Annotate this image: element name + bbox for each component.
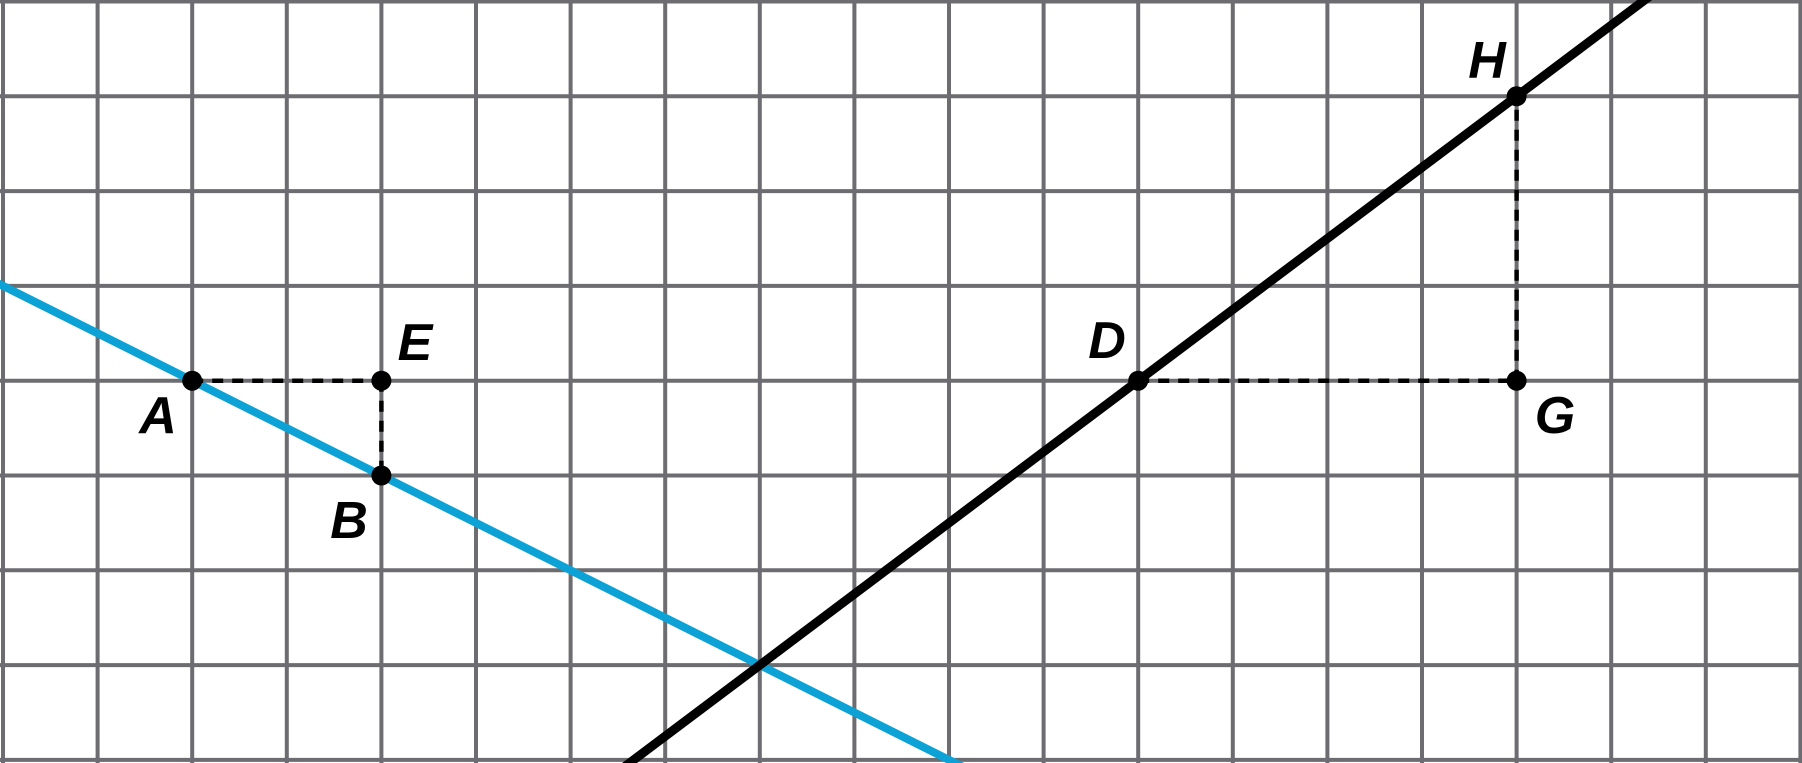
point-label-B: B (330, 492, 368, 550)
point-label-G: G (1535, 387, 1575, 445)
point-dot-D (1128, 370, 1149, 391)
point-label-A: A (137, 387, 177, 445)
point-label-E: E (398, 314, 434, 372)
point-label-D: D (1088, 312, 1126, 370)
point-dot-A (182, 370, 203, 391)
point-dot-E (371, 370, 392, 391)
point-label-H: H (1468, 32, 1507, 90)
point-dot-G (1506, 370, 1527, 391)
point-dot-B (371, 465, 392, 486)
point-dot-H (1506, 86, 1527, 107)
